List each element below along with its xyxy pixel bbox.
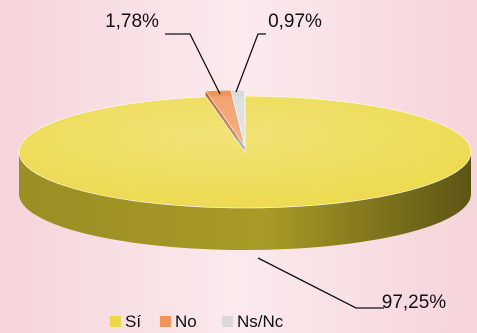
leader-line-no <box>165 33 221 95</box>
pie-side-shade-si <box>19 152 471 250</box>
data-label-no: 1,78% <box>105 11 159 32</box>
legend: Sí No Ns/Nc <box>110 312 284 331</box>
legend-swatch-no <box>160 316 171 327</box>
data-label-ns-nc: 0,97% <box>268 11 322 32</box>
legend-swatch-si <box>110 316 121 327</box>
data-labels: 97,25% 1,78% 0,97% <box>105 11 446 313</box>
pie-slices <box>18 89 472 250</box>
legend-label-ns-nc: Ns/Nc <box>237 312 284 331</box>
pie-top-shine <box>19 96 471 208</box>
leader-lines <box>165 33 384 309</box>
leader-line-ns-nc <box>235 33 266 93</box>
leader-line-si <box>257 257 384 309</box>
data-label-si: 97,25% <box>382 292 447 313</box>
legend-swatch-ns-nc <box>222 316 233 327</box>
legend-label-no: No <box>175 312 197 331</box>
legend-label-si: Sí <box>125 312 141 331</box>
